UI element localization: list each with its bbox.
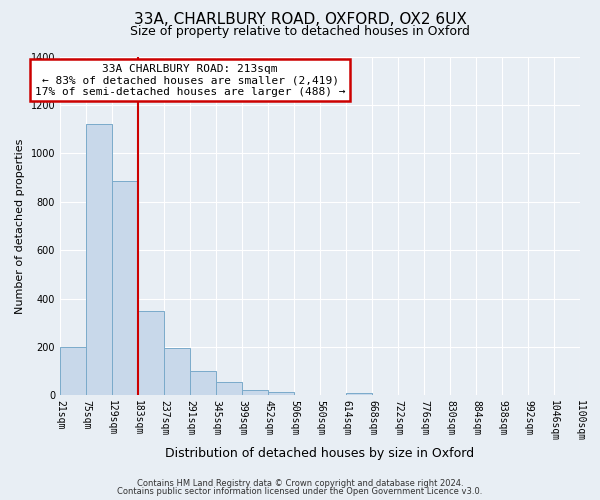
Text: 33A CHARLBURY ROAD: 213sqm
← 83% of detached houses are smaller (2,419)
17% of s: 33A CHARLBURY ROAD: 213sqm ← 83% of deta…	[35, 64, 345, 97]
Y-axis label: Number of detached properties: Number of detached properties	[15, 138, 25, 314]
Bar	[138, 310, 164, 396]
Text: 33A, CHARLBURY ROAD, OXFORD, OX2 6UX: 33A, CHARLBURY ROAD, OXFORD, OX2 6UX	[134, 12, 466, 28]
Bar	[216, 382, 242, 396]
Bar	[164, 348, 190, 396]
Text: Size of property relative to detached houses in Oxford: Size of property relative to detached ho…	[130, 25, 470, 38]
Bar	[346, 393, 372, 396]
Text: Contains public sector information licensed under the Open Government Licence v3: Contains public sector information licen…	[118, 487, 482, 496]
Bar	[268, 392, 294, 396]
Text: Contains HM Land Registry data © Crown copyright and database right 2024.: Contains HM Land Registry data © Crown c…	[137, 478, 463, 488]
X-axis label: Distribution of detached houses by size in Oxford: Distribution of detached houses by size …	[166, 447, 475, 460]
Bar	[242, 390, 268, 396]
Bar	[86, 124, 112, 396]
Bar	[112, 181, 138, 396]
Bar	[60, 347, 86, 396]
Bar	[190, 371, 216, 396]
